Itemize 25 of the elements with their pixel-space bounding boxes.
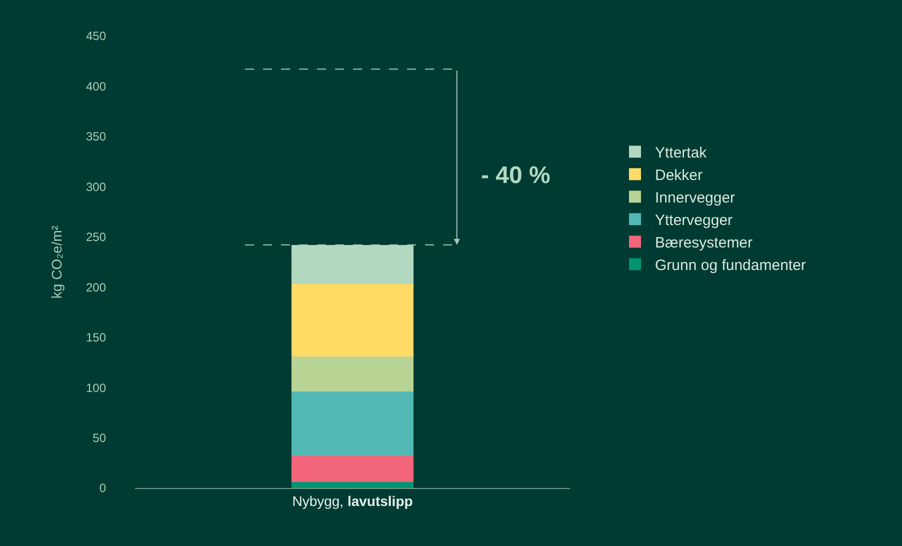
legend-label: Innervegger [655,190,736,207]
legend-label: Grunn og fundamenter [655,257,806,274]
bar [292,244,414,284]
y-tick-label: 50 [92,430,106,445]
annotation: - 40 % [481,162,550,189]
bar [292,392,414,456]
y-tick-label: 450 [86,29,106,44]
y-tick-label: 200 [86,280,106,294]
y-tick-label: 0 [99,481,106,496]
legend-label: Yttertak [655,144,708,162]
bar [292,284,414,356]
y-tick-label: 400 [86,79,106,94]
y-axis-title: kg CO₂e/m² [48,225,65,299]
y-tick-label: 100 [86,380,106,395]
bar [292,482,414,488]
x-tick-label: Nybygg, lavutslipp [292,492,413,509]
y-tick-label: 250 [86,230,106,244]
legend-label: Yttervegger [655,212,733,230]
legend-label: Bæresystemer [655,234,753,252]
legend-label: Dekker [655,167,703,184]
bar [292,356,414,392]
bar [292,456,414,482]
y-tick-label: 300 [86,180,106,194]
y-tick-label: 150 [86,330,106,345]
y-tick-label: 350 [86,130,106,144]
